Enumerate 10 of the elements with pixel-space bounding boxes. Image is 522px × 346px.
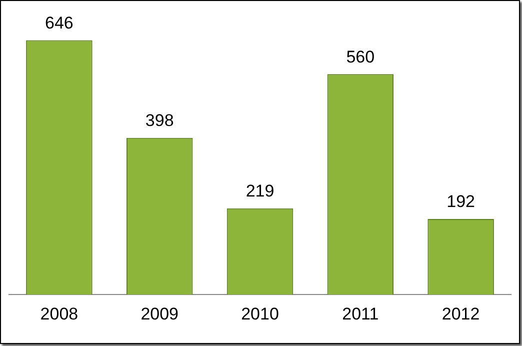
- x-tick-label: 2011: [342, 304, 379, 324]
- x-tick-label: 2008: [40, 304, 78, 324]
- data-label: 646: [45, 13, 74, 32]
- x-tick-label: 2010: [241, 304, 279, 324]
- x-tick-label: 2009: [140, 304, 179, 324]
- data-label: 192: [446, 192, 475, 212]
- data-label: 219: [246, 182, 274, 201]
- data-label: 398: [145, 111, 174, 130]
- data-label: 560: [346, 47, 375, 66]
- x-tick-label: 2012: [442, 304, 480, 324]
